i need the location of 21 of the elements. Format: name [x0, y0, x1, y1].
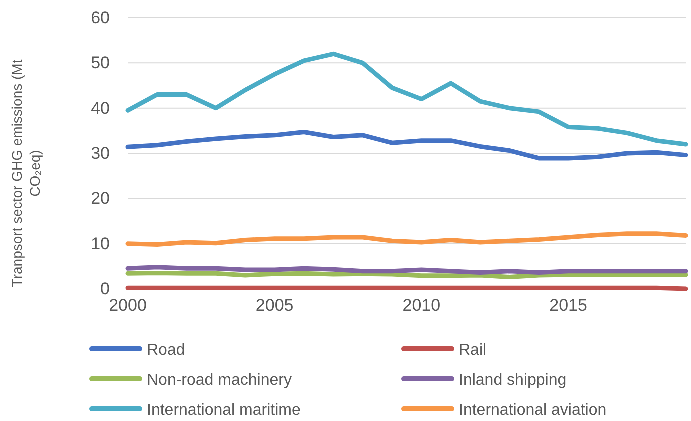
x-tick-label: 2015 — [550, 296, 588, 316]
legend-label: International maritime — [147, 402, 301, 419]
x-tick-label: 2010 — [402, 296, 441, 316]
legend-label: Rail — [459, 342, 487, 359]
x-tick-label: 2005 — [256, 296, 294, 316]
y-tick-label: 30 — [91, 144, 110, 163]
legend-label: Inland shipping — [459, 372, 567, 389]
legend-label: Non-road machinery — [147, 372, 292, 389]
y-tick-label: 20 — [91, 189, 110, 208]
line-series — [126, 130, 688, 161]
y-axis-title: Tranpsort sector GHG emissions (Mt CO₂eq) — [9, 60, 43, 288]
y-tick-label: 50 — [91, 54, 110, 73]
y-tick-label: 10 — [91, 234, 110, 254]
x-tick-label: 2000 — [109, 296, 147, 316]
legend-label: International aviation — [459, 402, 607, 419]
y-tick-label: 0 — [100, 279, 110, 298]
legend-label: Road — [147, 342, 186, 359]
line-series — [126, 52, 688, 147]
y-tick-label: 40 — [91, 98, 110, 118]
line-series — [126, 232, 688, 247]
y-tick-label: 60 — [91, 8, 110, 28]
